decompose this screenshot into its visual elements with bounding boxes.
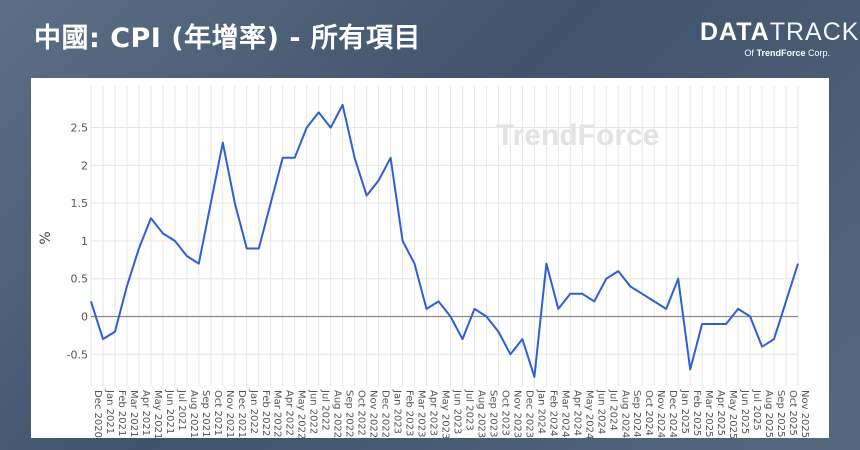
x-tick-label: Mar 2023 (416, 390, 427, 438)
x-tick-label: May 2024 (583, 390, 594, 438)
x-tick-label: Jul 2023 (463, 389, 474, 431)
x-tick-label: Aug 2025 (763, 390, 774, 438)
x-tick-label: Aug 2022 (332, 390, 343, 438)
y-tick-label: 0.5 (71, 273, 89, 286)
x-tick-label: Feb 2022 (260, 390, 271, 436)
x-tick-label: Feb 2024 (547, 390, 558, 436)
y-tick-label: 1 (81, 235, 88, 248)
brand-subtitle: Of TrendForce Corp. (700, 48, 830, 58)
x-tick-label: Dec 2021 (236, 390, 247, 438)
x-tick-label: Apr 2024 (571, 390, 582, 436)
x-tick-label: Jun 2025 (739, 389, 750, 434)
x-tick-label: Oct 2024 (643, 390, 654, 436)
x-tick-label: Jun 2021 (164, 389, 175, 434)
x-tick-label: Aug 2024 (619, 390, 630, 438)
y-tick-label: 0 (81, 310, 88, 323)
x-tick-label: Jan 2022 (248, 389, 259, 434)
brand-company: TrendForce (756, 48, 806, 58)
x-tick-label: Feb 2023 (404, 390, 415, 436)
x-tick-label: Jul 2022 (320, 389, 331, 431)
x-tick-label: Sep 2025 (775, 390, 786, 437)
brand-corp: Corp. (807, 48, 830, 58)
brand-wordmark: DATATRACK (700, 18, 858, 46)
x-tick-label: Sep 2021 (200, 390, 211, 437)
y-tick-label: 1.5 (71, 197, 89, 210)
x-tick-label: Apr 2025 (715, 390, 726, 436)
x-tick-label: May 2021 (152, 390, 163, 438)
x-tick-label: Apr 2022 (284, 390, 295, 436)
x-tick-label: Sep 2022 (344, 390, 355, 437)
x-tick-label: Jul 2025 (751, 389, 762, 431)
brand-wordmark-thin: TRACK (769, 18, 860, 46)
x-tick-label: May 2022 (296, 390, 307, 438)
x-tick-label: Jul 2021 (176, 389, 187, 431)
x-tick-label: Jun 2022 (308, 389, 319, 434)
x-tick-label: Apr 2023 (428, 390, 439, 436)
series-line (90, 103, 799, 378)
x-tick-label: Feb 2025 (691, 390, 702, 436)
x-tick-label: Dec 2024 (667, 390, 678, 438)
brand-of: Of (744, 48, 754, 58)
brand-wordmark-bold: DATA (700, 18, 770, 46)
y-tick-label: 2.5 (71, 122, 89, 135)
brand-logo: DATATRACK Of TrendForce Corp. (700, 18, 858, 58)
x-tick-label: Aug 2021 (188, 390, 199, 438)
y-tick-label: 2 (81, 159, 88, 172)
x-tick-label: Nov 2024 (655, 390, 666, 438)
x-tick-label: Mar 2022 (272, 390, 283, 438)
x-tick-label: May 2025 (727, 390, 738, 438)
y-tick-label: -0.5 (67, 348, 88, 361)
x-tick-label: May 2023 (440, 390, 451, 438)
x-tick-label: Jan 2024 (535, 389, 546, 434)
trendforce-watermark: TrendForce (496, 119, 659, 152)
x-tick-label: Aug 2023 (475, 390, 486, 438)
y-axis-label: % (38, 231, 54, 244)
x-tick-label: Oct 2022 (356, 390, 367, 436)
x-tick-label: Jul 2024 (607, 389, 618, 431)
x-tick-label: Jan 2023 (392, 389, 403, 434)
x-tick-label: Oct 2025 (787, 390, 798, 436)
x-tick-label: Dec 2023 (523, 390, 534, 438)
x-tick-label: Oct 2021 (212, 390, 223, 436)
x-tick-label: Sep 2023 (487, 390, 498, 437)
x-tick-label: Apr 2021 (140, 390, 151, 436)
x-tick-label: Jun 2023 (451, 389, 462, 434)
x-tick-label: Mar 2024 (559, 390, 570, 438)
x-tick-label: Jan 2025 (679, 389, 690, 434)
x-tick-label: Nov 2023 (511, 390, 522, 438)
page-title: 中國: CPI (年增率) - 所有項目 (34, 23, 421, 54)
x-tick-label: Nov 2022 (368, 390, 379, 438)
x-tick-label: Feb 2021 (116, 390, 127, 436)
x-tick-label: Nov 2021 (224, 390, 235, 438)
x-tick-label: Jan 2021 (104, 389, 115, 434)
x-tick-label: Oct 2023 (499, 390, 510, 436)
x-tick-label: Mar 2025 (703, 390, 714, 438)
x-tick-label: Sep 2024 (631, 390, 642, 437)
x-tick-label: Mar 2021 (128, 390, 139, 438)
x-tick-label: Dec 2022 (380, 390, 391, 438)
chart-panel: TrendForce -0.5 0 0.5 1 1.5 2 2.5 Dec 2020 Jan … (31, 78, 829, 438)
x-tick-label: Dec 2020 (92, 390, 103, 438)
cpi-line-chart: TrendForce -0.500.511.522.5 Dec 2020 Jan … (38, 86, 810, 438)
x-tick-label: Jun 2024 (595, 389, 606, 434)
x-tick-label: Nov 2025 (799, 390, 810, 438)
